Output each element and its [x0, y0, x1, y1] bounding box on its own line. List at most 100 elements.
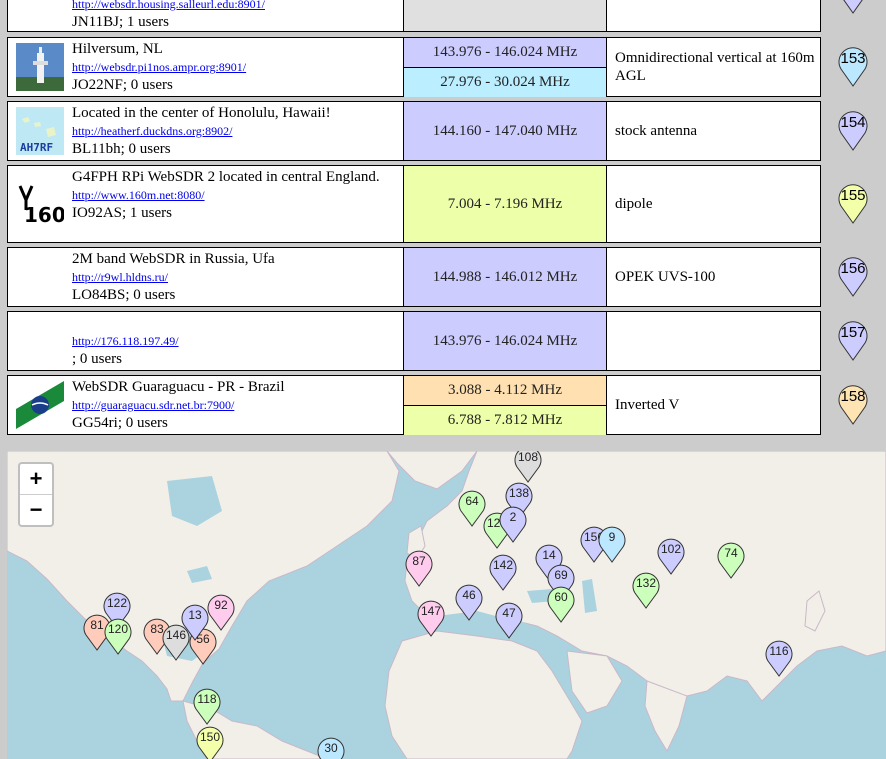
receiver-meta: ; 0 users — [72, 351, 122, 367]
map-marker-label: 147 — [420, 604, 442, 618]
frequency-band[interactable]: 7.004 - 7.196 MHz — [404, 166, 606, 242]
map-marker[interactable]: 9 — [598, 523, 626, 563]
receiver-info: 2M band WebSDR in Russia, Ufa http://r9wl… — [8, 248, 403, 306]
frequency-column: 143.976 - 146.024 MHz — [403, 312, 607, 370]
frequency-band[interactable]: 143.976 - 146.024 MHz — [404, 312, 606, 370]
lighthouse-tower-photo-icon — [16, 43, 64, 91]
map-marker-label: 47 — [502, 606, 516, 620]
map-pin-icon[interactable]: 157 — [838, 317, 868, 361]
svg-text:160: 160 — [24, 203, 64, 227]
receiver-link[interactable]: http://websdr.housing.salleurl.edu:8901/ — [72, 0, 265, 11]
map-marker-label: 60 — [554, 590, 568, 604]
frequency-column: 144.988 - 146.012 MHz — [403, 248, 607, 306]
map-marker[interactable]: 102 — [657, 535, 685, 575]
map-marker[interactable]: 13 — [181, 601, 209, 641]
map-marker-label: 120 — [107, 622, 129, 636]
map-marker[interactable]: 74 — [717, 539, 745, 579]
zoom-control: + − — [18, 462, 54, 527]
frequency-band[interactable]: 144.160 - 147.040 MHz — [404, 102, 606, 160]
map-marker-label: 9 — [608, 530, 616, 544]
receiver-title: WebSDR Guaraguacu - PR - Brazil — [72, 379, 285, 395]
map-pin-icon[interactable]: 155 — [838, 180, 868, 224]
frequency-column: 3.088 - 4.112 MHz 6.788 - 7.812 MHz — [403, 376, 607, 435]
zoom-out-button[interactable]: − — [20, 494, 52, 525]
map-marker[interactable]: 30 — [317, 734, 345, 759]
hawaii-map-logo-icon: AH7RF — [16, 107, 64, 155]
receiver-title: G4FPH RPi WebSDR 2 located in central En… — [72, 169, 380, 185]
receiver-meta: LO84BS; 0 users — [72, 287, 176, 303]
map-marker[interactable]: 138 — [505, 479, 533, 519]
antenna-description: dipole — [615, 196, 653, 212]
map-marker-label: 108 — [517, 451, 539, 464]
map-marker-label: 13 — [188, 608, 202, 622]
map-marker[interactable]: 69 — [547, 561, 575, 601]
map-marker[interactable]: 108 — [514, 451, 542, 483]
antenna-description: Omnidirectional vertical at 160m AGL — [615, 50, 815, 84]
map-pin-icon[interactable]: 158 — [838, 381, 868, 425]
brazil-state-flag-icon — [16, 381, 64, 429]
map-pin-number: 153 — [840, 50, 866, 67]
zoom-in-button[interactable]: + — [29, 466, 43, 491]
map-pin-icon[interactable]: 156 — [838, 253, 868, 297]
map-marker[interactable]: 64 — [458, 487, 486, 527]
frequency-column: 143.976 - 146.024 MHz 27.976 - 30.024 MHz — [403, 38, 607, 97]
receiver-link[interactable]: http://heatherf.duckdns.org:8902/ — [72, 124, 233, 138]
map-marker[interactable]: 2 — [499, 503, 527, 543]
map-marker[interactable]: 92 — [207, 591, 235, 631]
map-pin-icon[interactable]: 154 — [838, 107, 868, 151]
receiver-link[interactable]: http://r9wl.hldns.ru/ — [72, 270, 168, 284]
map-marker[interactable]: 120 — [104, 615, 132, 655]
map-marker[interactable]: 116 — [765, 637, 793, 677]
receiver-info: http://176.118.197.49/ ; 0 users — [8, 312, 403, 370]
map-marker[interactable]: 122 — [103, 589, 131, 629]
frequency-column: 7.004 - 7.196 MHz — [403, 166, 607, 242]
map-marker[interactable]: 46 — [455, 581, 483, 621]
receiver-meta: JN11BJ; 1 users — [72, 14, 169, 30]
map-marker-label: 69 — [554, 568, 568, 582]
map-marker[interactable]: 132 — [632, 569, 660, 609]
map-marker-label: 2 — [509, 510, 517, 524]
map-marker[interactable]: 87 — [405, 547, 433, 587]
map-pin-number: 156 — [840, 260, 866, 277]
receiver-map[interactable]: + − 64 138 127 2 156 9 102 74 87 142 14 69 132 60 46 14… — [7, 451, 886, 759]
receiver-info: AH7RF Located in the center of Honolulu, … — [8, 102, 403, 160]
map-pin-icon[interactable] — [838, 0, 868, 14]
map-pin-icon[interactable]: 153 — [838, 43, 868, 87]
map-marker-label: 150 — [199, 730, 221, 744]
map-marker[interactable]: 60 — [547, 583, 575, 623]
map-marker[interactable]: 146 — [162, 621, 190, 661]
map-marker-label: 116 — [769, 644, 789, 658]
receiver-row-partial: http://websdr.housing.salleurl.edu:8901/… — [7, 0, 821, 32]
receiver-link[interactable]: http://www.160m.net:8080/ — [72, 188, 205, 202]
frequency-column — [403, 0, 607, 31]
receiver-link[interactable]: http://websdr.pi1nos.ampr.org:8901/ — [72, 60, 247, 74]
svg-text:AH7RF: AH7RF — [20, 141, 53, 154]
receiver-link[interactable]: http://176.118.197.49/ — [72, 334, 179, 348]
map-marker[interactable]: 150 — [196, 723, 224, 759]
frequency-band[interactable]: 143.976 - 146.024 MHz — [404, 38, 606, 67]
map-marker-label: 146 — [165, 628, 187, 642]
frequency-band[interactable]: 27.976 - 30.024 MHz — [404, 67, 606, 97]
frequency-band[interactable]: 3.088 - 4.112 MHz — [404, 376, 606, 405]
map-marker-label: 56 — [196, 632, 210, 646]
map-marker[interactable]: 47 — [495, 599, 523, 639]
map-marker[interactable]: 142 — [489, 551, 517, 591]
frequency-band[interactable]: 144.988 - 146.012 MHz — [404, 248, 606, 306]
world-map — [7, 451, 886, 759]
map-marker-label: 81 — [90, 618, 104, 632]
frequency-band[interactable]: 6.788 - 7.812 MHz — [404, 405, 606, 435]
map-marker-label: 74 — [724, 546, 738, 560]
map-marker-label: 83 — [150, 622, 164, 636]
map-marker[interactable]: 118 — [193, 685, 221, 725]
antenna-160-logo-icon: 160 — [16, 180, 66, 228]
receiver-row: http://176.118.197.49/ ; 0 users 143.976 -… — [7, 311, 821, 371]
map-marker[interactable]: 14 — [535, 541, 563, 581]
receiver-row: WebSDR Guaraguacu - PR - Brazil http://gu… — [7, 375, 821, 435]
map-pin-number: 157 — [840, 324, 866, 341]
map-marker[interactable]: 147 — [417, 597, 445, 637]
receiver-row: AH7RF Located in the center of Honolulu, … — [7, 101, 821, 161]
map-pin-number: 154 — [840, 114, 866, 131]
receiver-meta: BL11bh; 0 users — [72, 141, 171, 157]
receiver-title: Hilversum, NL — [72, 41, 163, 57]
receiver-link[interactable]: http://guaraguacu.sdr.net.br:7900/ — [72, 398, 235, 412]
